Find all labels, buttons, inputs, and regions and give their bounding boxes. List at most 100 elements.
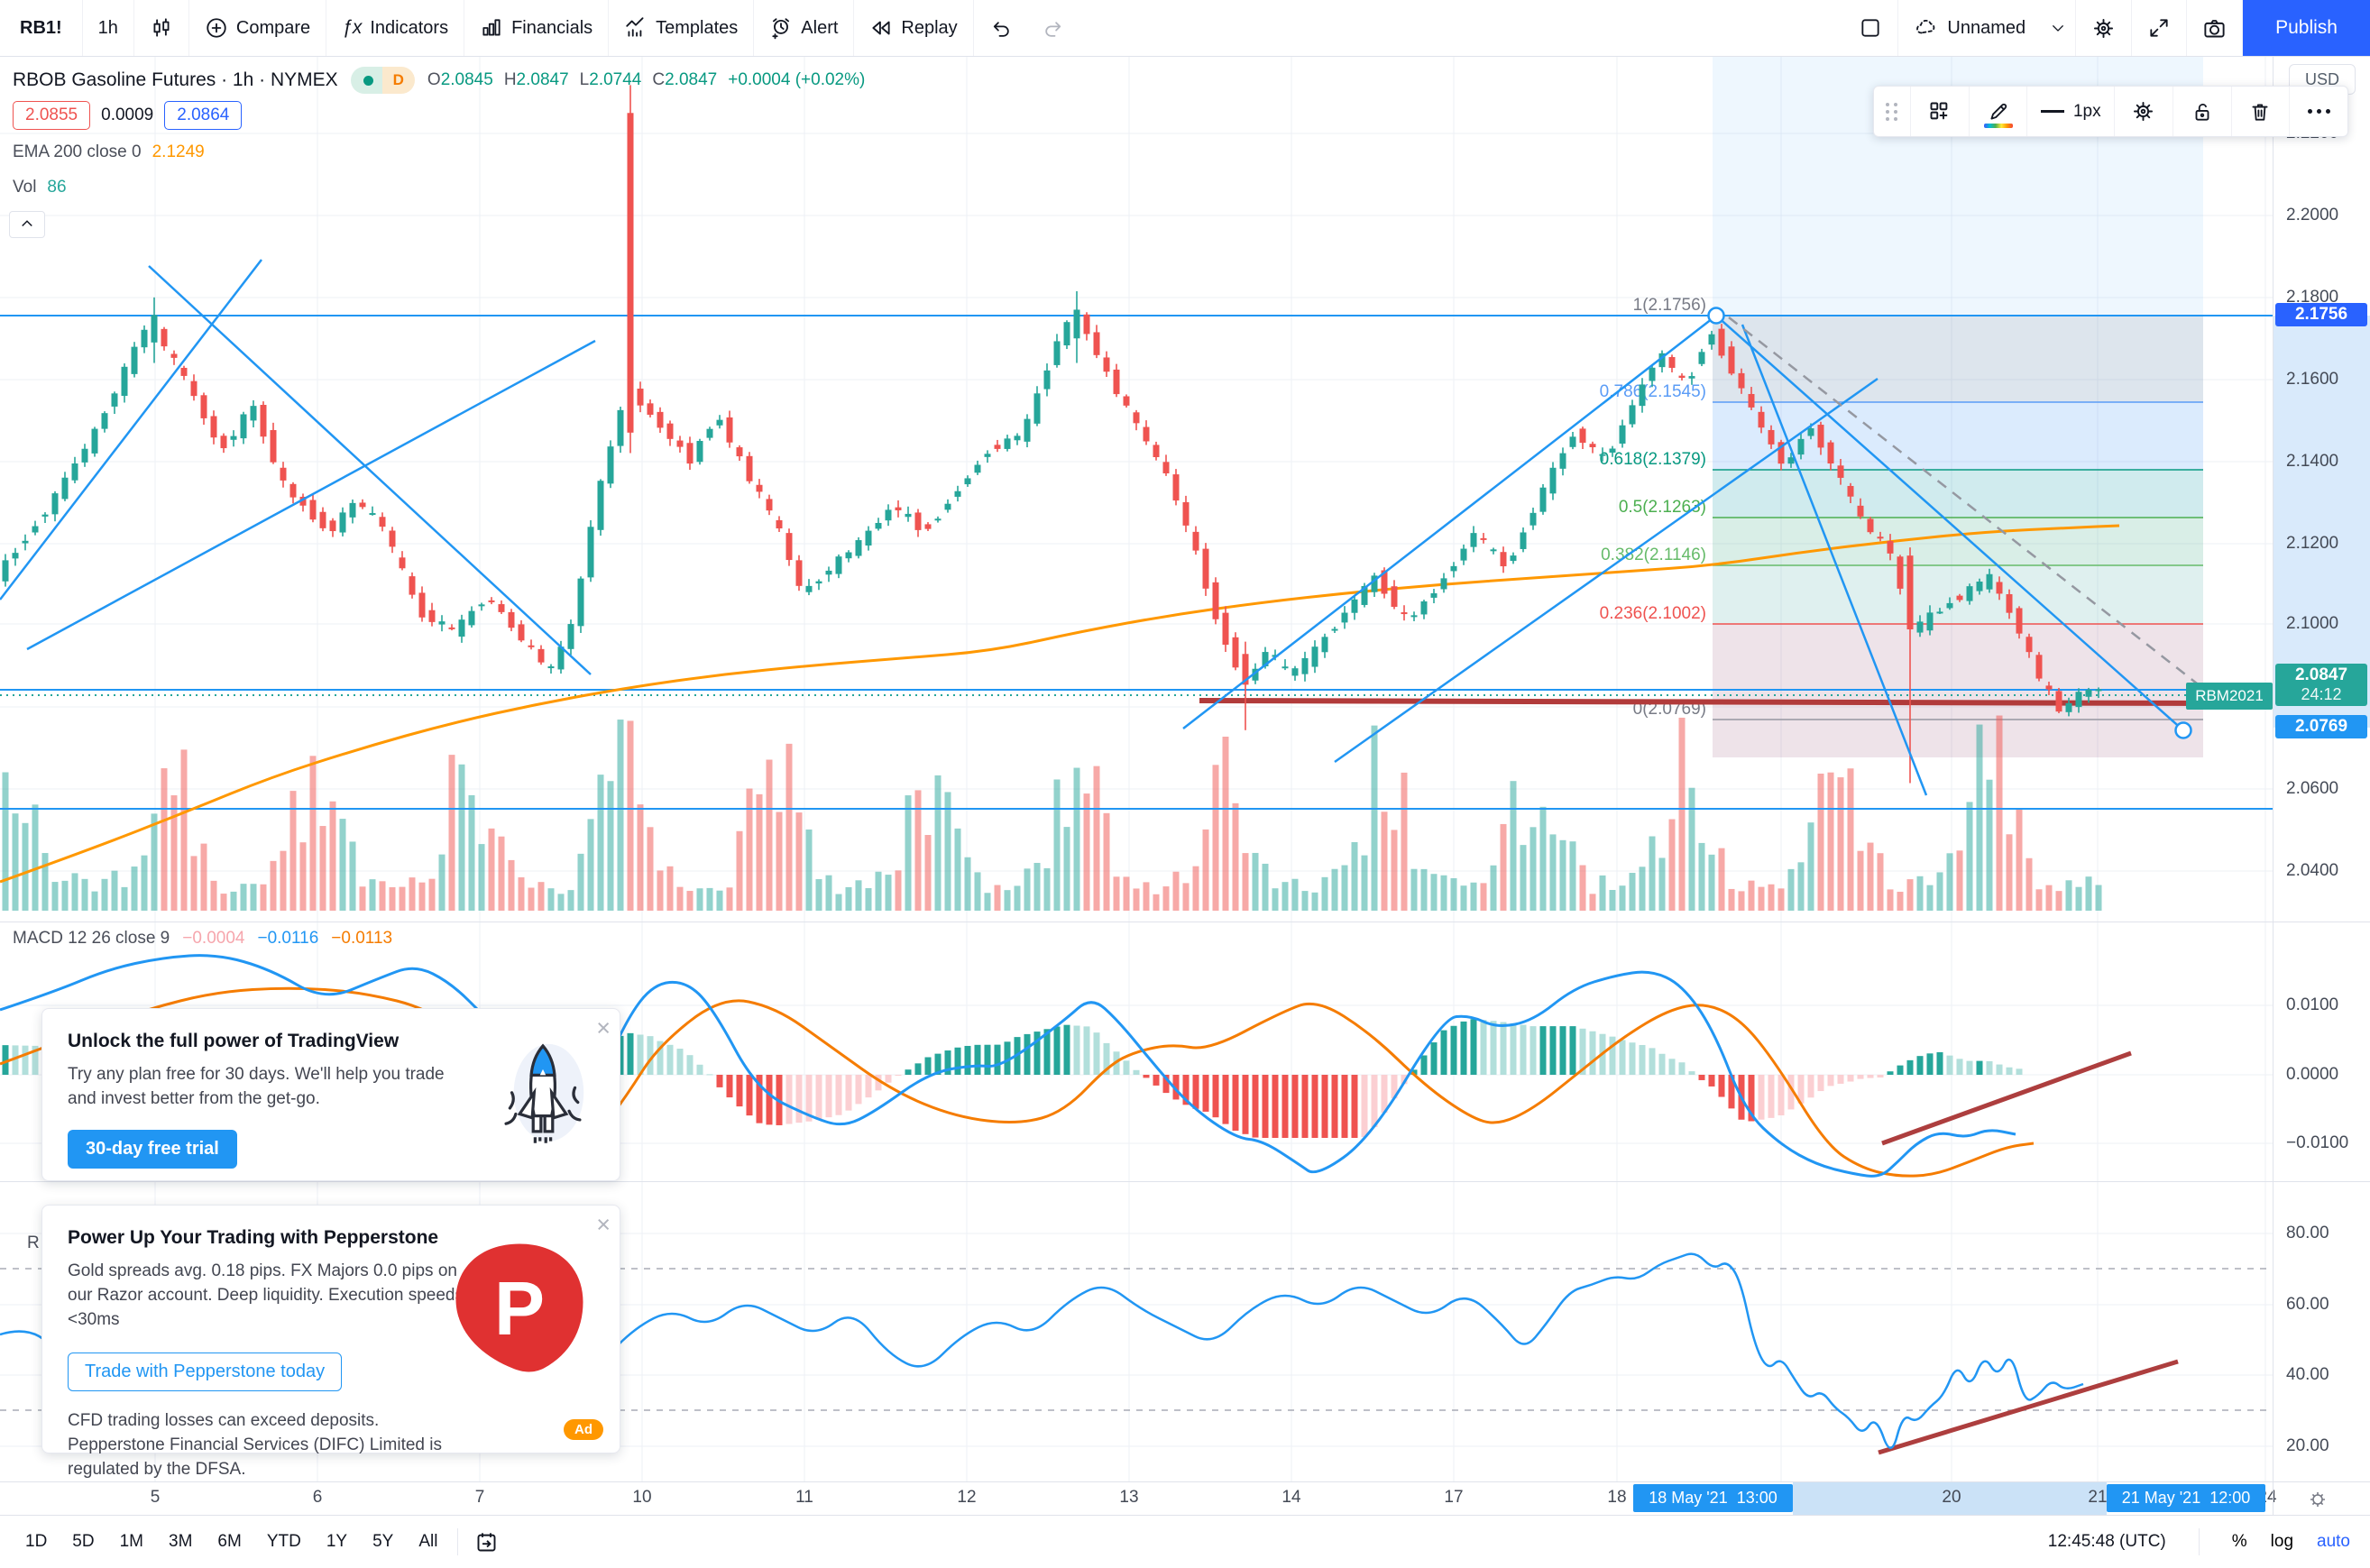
indicators-button[interactable]: ƒx Indicators bbox=[326, 0, 464, 56]
chevron-down-icon bbox=[2050, 20, 2066, 36]
pepperstone-ad-card: Power Up Your Trading with Pepperstone G… bbox=[41, 1205, 620, 1479]
spread-value: 0.0009 bbox=[101, 105, 154, 124]
line-width-button[interactable]: 1px bbox=[2026, 87, 2114, 136]
sell-price-box[interactable]: 2.0855 bbox=[13, 101, 91, 130]
line-color-button[interactable] bbox=[1968, 87, 2027, 136]
more-options-button[interactable] bbox=[2289, 87, 2347, 136]
volume-label: Vol bbox=[13, 178, 37, 197]
selection-highlight bbox=[1713, 57, 2203, 757]
fullscreen-button[interactable] bbox=[2132, 0, 2186, 56]
range-button-5y[interactable]: 5Y bbox=[362, 1526, 404, 1558]
collapse-legend-button[interactable] bbox=[9, 211, 45, 238]
screenshot-button[interactable] bbox=[2187, 0, 2242, 56]
macd-legend[interactable]: MACD 12 26 close 9 −0.0004 −0.0116 −0.01… bbox=[13, 929, 392, 949]
range-end-label[interactable]: 21 May '21 12:00 bbox=[2107, 1484, 2265, 1512]
time-tick: 12 bbox=[957, 1488, 977, 1507]
templates-button[interactable]: Templates bbox=[609, 0, 753, 56]
cloud-layout-button[interactable]: Unnamed bbox=[1898, 0, 2041, 56]
range-button-5d[interactable]: 5D bbox=[61, 1526, 105, 1558]
time-tick: 5 bbox=[150, 1488, 161, 1507]
expand-arrows-icon bbox=[2147, 16, 2171, 40]
go-to-date-button[interactable] bbox=[467, 1524, 506, 1560]
ema-value: 2.1249 bbox=[152, 142, 205, 161]
contract-label[interactable]: RBM2021 bbox=[2186, 683, 2273, 710]
range-button-1m[interactable]: 1M bbox=[109, 1526, 154, 1558]
time-axis-border bbox=[0, 1481, 2370, 1482]
redo-icon bbox=[1043, 17, 1065, 40]
template-chart-icon bbox=[624, 16, 648, 40]
replay-button[interactable]: Replay bbox=[854, 0, 972, 56]
layout-name-label: Unnamed bbox=[1947, 17, 2026, 38]
selected-range-band bbox=[1793, 1481, 2107, 1515]
buy-price-box[interactable]: 2.0864 bbox=[164, 101, 243, 130]
symbol-button[interactable]: RB1! bbox=[0, 0, 82, 56]
volume-legend[interactable]: Vol 86 bbox=[13, 178, 67, 197]
promo-title: Unlock the full power of TradingView bbox=[68, 1031, 400, 1051]
publish-button[interactable]: Publish bbox=[2243, 0, 2370, 56]
delete-drawing-button[interactable] bbox=[2230, 87, 2290, 136]
log-scale-button[interactable]: log bbox=[2270, 1532, 2294, 1551]
trend-lines bbox=[0, 259, 2206, 796]
daily-badge: D bbox=[381, 67, 415, 94]
lock-drawing-button[interactable] bbox=[2172, 87, 2231, 136]
range-button-1y[interactable]: 1Y bbox=[316, 1526, 358, 1558]
fx-icon: ƒx bbox=[342, 17, 363, 38]
free-trial-button[interactable]: 30-day free trial bbox=[68, 1129, 237, 1169]
price-tick: 2.1400 bbox=[2286, 452, 2339, 471]
close-icon[interactable]: × bbox=[596, 1014, 611, 1041]
drag-handle[interactable] bbox=[1874, 87, 1910, 136]
time-tick: 17 bbox=[1444, 1488, 1464, 1507]
rsi-legend[interactable]: R bbox=[27, 1233, 40, 1252]
undo-button[interactable] bbox=[974, 0, 1027, 56]
range-button-ytd[interactable]: YTD bbox=[256, 1526, 312, 1558]
time-tick: 10 bbox=[632, 1488, 652, 1507]
alert-button[interactable]: Alert bbox=[754, 0, 853, 56]
pepperstone-cta-button[interactable]: Trade with Pepperstone today bbox=[68, 1352, 343, 1391]
range-start-label[interactable]: 18 May '21 13:00 bbox=[1633, 1484, 1793, 1512]
drawing-settings-button[interactable] bbox=[2114, 87, 2172, 136]
financials-button[interactable]: Financials bbox=[464, 0, 608, 56]
redo-button[interactable] bbox=[1027, 0, 1080, 56]
add-template-button[interactable] bbox=[1910, 87, 1969, 136]
change-value: +0.0004 (+0.02%) bbox=[728, 70, 866, 89]
top-toolbar: RB1! 1h Compare ƒx Indicators Financials bbox=[0, 0, 2370, 57]
auto-scale-button[interactable]: auto bbox=[2317, 1532, 2350, 1551]
line-width-label: 1px bbox=[2072, 101, 2101, 121]
price-axis-border bbox=[2273, 57, 2274, 1515]
chart-style-button[interactable] bbox=[134, 0, 188, 56]
symbol-legend[interactable]: RBOB Gasoline Futures · 1h · NYMEX D O2.… bbox=[13, 67, 865, 94]
macd-line bbox=[0, 954, 2016, 1178]
price-tick: 2.0600 bbox=[2286, 779, 2339, 798]
alarm-clock-icon bbox=[769, 16, 793, 40]
market-status-toggle[interactable]: D bbox=[350, 67, 415, 94]
gear-icon bbox=[2131, 99, 2155, 124]
compare-button[interactable]: Compare bbox=[189, 0, 326, 56]
range-button-all[interactable]: All bbox=[408, 1526, 448, 1558]
undo-icon bbox=[989, 17, 1012, 40]
interval-button[interactable]: 1h bbox=[83, 0, 133, 56]
axis-settings-icon[interactable] bbox=[2307, 1489, 2329, 1510]
settings-button[interactable] bbox=[2076, 0, 2131, 56]
range-button-1d[interactable]: 1D bbox=[14, 1526, 58, 1558]
time-axis[interactable]: 5 6 7 10 11 12 13 14 17 18 20 21 24 18 May '21 13:00 2… bbox=[0, 1481, 2277, 1515]
percent-scale-button[interactable]: % bbox=[2231, 1532, 2247, 1551]
rocket-illustration bbox=[484, 1032, 602, 1159]
range-button-3m[interactable]: 3M bbox=[158, 1526, 203, 1558]
range-button-6m[interactable]: 6M bbox=[207, 1526, 252, 1558]
time-tick: 11 bbox=[795, 1488, 813, 1507]
alert-label: Alert bbox=[801, 17, 839, 38]
price-tick: −0.0100 bbox=[2286, 1133, 2349, 1152]
price-axis[interactable]: 2.22002.20002.18002.16002.14002.12002.10… bbox=[2273, 57, 2370, 1515]
ad-badge: Ad bbox=[564, 1419, 603, 1440]
close-icon[interactable]: × bbox=[596, 1211, 611, 1238]
volume-bars bbox=[2, 715, 2102, 911]
layout-button[interactable] bbox=[1843, 0, 1897, 56]
layout-dropdown-button[interactable] bbox=[2041, 0, 2075, 56]
pane-divider-rsi[interactable] bbox=[0, 1181, 2370, 1182]
templates-grid-icon bbox=[1927, 99, 1952, 124]
unlock-icon bbox=[2191, 100, 2214, 124]
price-tick: 0.0100 bbox=[2286, 995, 2339, 1014]
clock[interactable]: 12:45:48 (UTC) bbox=[2047, 1532, 2166, 1551]
pencil-icon bbox=[1987, 100, 2010, 124]
ema-legend[interactable]: EMA 200 close 0 2.1249 bbox=[13, 142, 205, 162]
